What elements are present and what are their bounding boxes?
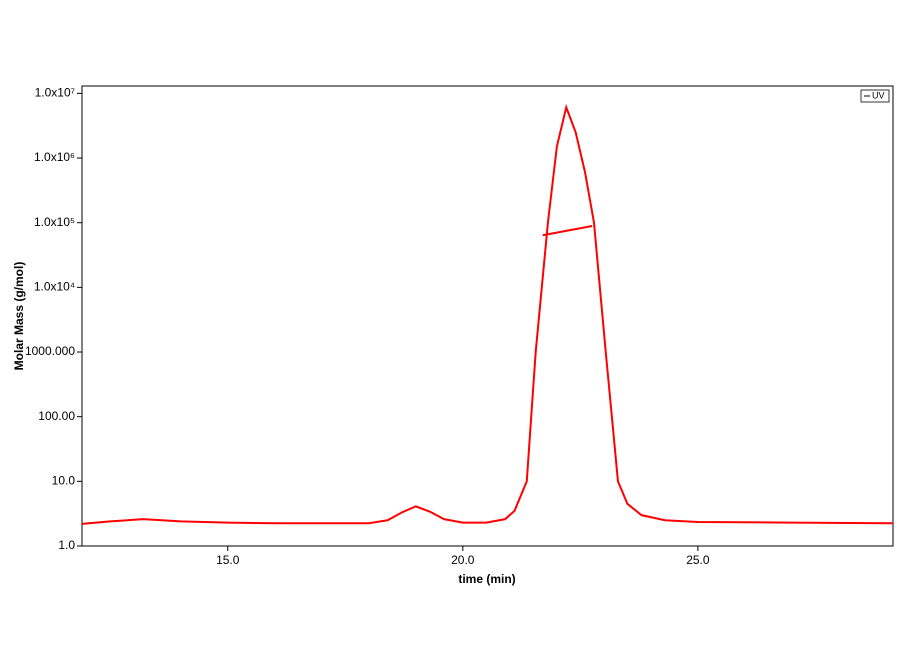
y-tick-label: 1.0x10⁴ — [34, 280, 75, 294]
legend-box — [860, 89, 890, 103]
x-axis-label: time (min) — [458, 572, 515, 586]
y-axis-label: Molar Mass (g/mol) — [12, 262, 26, 371]
x-tick-label: 25.0 — [686, 553, 710, 567]
y-tick-label: 100.00 — [38, 409, 75, 423]
y-tick-label: 1.0x10⁶ — [34, 150, 75, 164]
data-line — [81, 103, 894, 525]
plot-frame — [81, 85, 894, 547]
legend-label: UV — [872, 90, 885, 100]
x-tick-label: 15.0 — [216, 553, 240, 567]
x-tick-label: 20.0 — [451, 553, 475, 567]
data-line — [542, 224, 593, 237]
y-tick-label: 1.0x10⁵ — [34, 215, 75, 229]
y-tick-label: 1.0x10⁷ — [35, 86, 75, 100]
y-tick-label: 10.0 — [52, 474, 76, 488]
y-tick-label: 1000.000 — [25, 344, 75, 358]
y-tick-label: 1.0 — [58, 538, 75, 552]
